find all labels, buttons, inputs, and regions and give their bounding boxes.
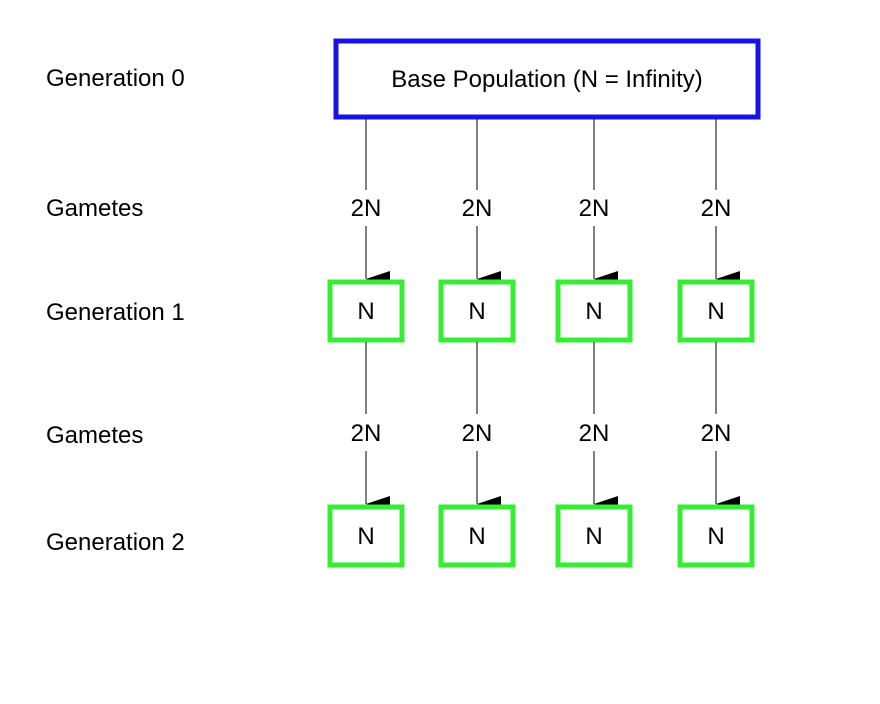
generation-1-box-col-4 bbox=[677, 279, 755, 343]
generation-1-label-col-4: N bbox=[707, 298, 724, 325]
row-label-gametes-2: Gametes bbox=[46, 422, 143, 449]
gametes-2-label-col-1: 2N bbox=[351, 420, 382, 447]
generation-2-label-col-1: N bbox=[357, 523, 374, 550]
gametes-2-label-col-4: 2N bbox=[701, 420, 732, 447]
gametes-2-label-col-2: 2N bbox=[462, 420, 493, 447]
generation-2-label-col-2: N bbox=[468, 523, 485, 550]
generation-2-box-col-1 bbox=[327, 504, 405, 568]
generation-2-box-col-3 bbox=[555, 504, 633, 568]
row-label-gametes-1: Gametes bbox=[46, 195, 143, 222]
gametes-1-label-col-2: 2N bbox=[462, 195, 493, 222]
row-label-generation-2: Generation 2 bbox=[46, 529, 185, 556]
generation-1-box-col-3 bbox=[555, 279, 633, 343]
row-label-generation-0: Generation 0 bbox=[46, 65, 185, 92]
generation-2-label-col-3: N bbox=[585, 523, 602, 550]
gametes-1-label-col-3: 2N bbox=[579, 195, 610, 222]
columns-layer: 2N N 2N N 2N N 2N N 2N N 2N N 2N N 2N N bbox=[327, 119, 755, 568]
generation-1-label-col-2: N bbox=[468, 298, 485, 325]
generation-1-box-col-1 bbox=[327, 279, 405, 343]
generation-2-label-col-4: N bbox=[707, 523, 724, 550]
generation-1-label-col-3: N bbox=[585, 298, 602, 325]
base-population-label: Base Population (N = Infinity) bbox=[391, 66, 703, 93]
row-label-generation-1: Generation 1 bbox=[46, 299, 185, 326]
gametes-1-label-col-1: 2N bbox=[351, 195, 382, 222]
generation-2-box-col-4 bbox=[677, 504, 755, 568]
base-population-box bbox=[333, 38, 761, 120]
generation-2-box-col-2 bbox=[438, 504, 516, 568]
generation-1-box-col-2 bbox=[438, 279, 516, 343]
gametes-2-label-col-3: 2N bbox=[579, 420, 610, 447]
gametes-1-label-col-4: 2N bbox=[701, 195, 732, 222]
generation-1-label-col-1: N bbox=[357, 298, 374, 325]
